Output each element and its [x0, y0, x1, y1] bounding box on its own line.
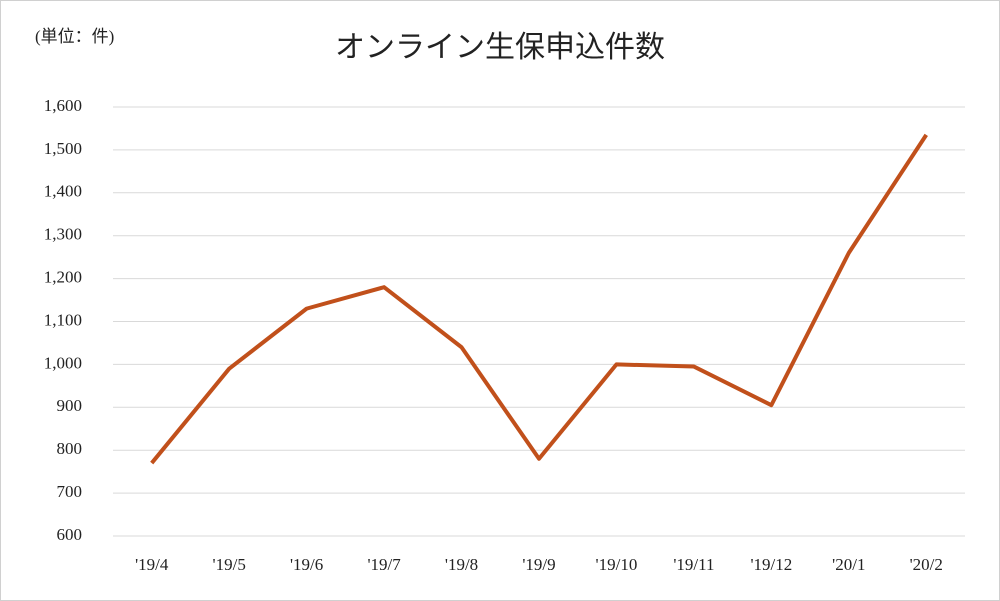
- x-tick-label: '19/11: [673, 555, 714, 574]
- y-tick-label: 900: [57, 396, 83, 415]
- y-tick-label: 1,000: [44, 353, 82, 372]
- y-tick-label: 600: [57, 525, 83, 544]
- x-tick-label: '19/7: [367, 555, 401, 574]
- y-tick-label: 1,300: [44, 225, 82, 244]
- x-tick-label: '19/8: [445, 555, 478, 574]
- x-tick-label: '19/4: [135, 555, 169, 574]
- y-tick-label: 1,200: [44, 268, 82, 287]
- data-line: [150, 133, 928, 465]
- x-tick-label: '19/9: [522, 555, 555, 574]
- y-tick-label: 800: [57, 439, 83, 458]
- y-tick-label: 700: [57, 482, 83, 501]
- y-tick-label: 1,400: [44, 182, 82, 201]
- y-tick-label: 1,100: [44, 310, 82, 329]
- unit-label: (単位：件): [35, 27, 114, 46]
- y-tick-label: 1,600: [44, 96, 82, 115]
- x-tick-label: '20/1: [832, 555, 865, 574]
- x-tick-label: '19/6: [290, 555, 323, 574]
- x-tick-label: '19/12: [750, 555, 792, 574]
- x-tick-label: '19/10: [596, 555, 638, 574]
- y-tick-label: 1,500: [44, 139, 82, 158]
- x-tick-label: '20/2: [910, 555, 943, 574]
- chart-title: オンライン生保申込件数: [335, 31, 665, 64]
- x-tick-label: '19/5: [213, 555, 246, 574]
